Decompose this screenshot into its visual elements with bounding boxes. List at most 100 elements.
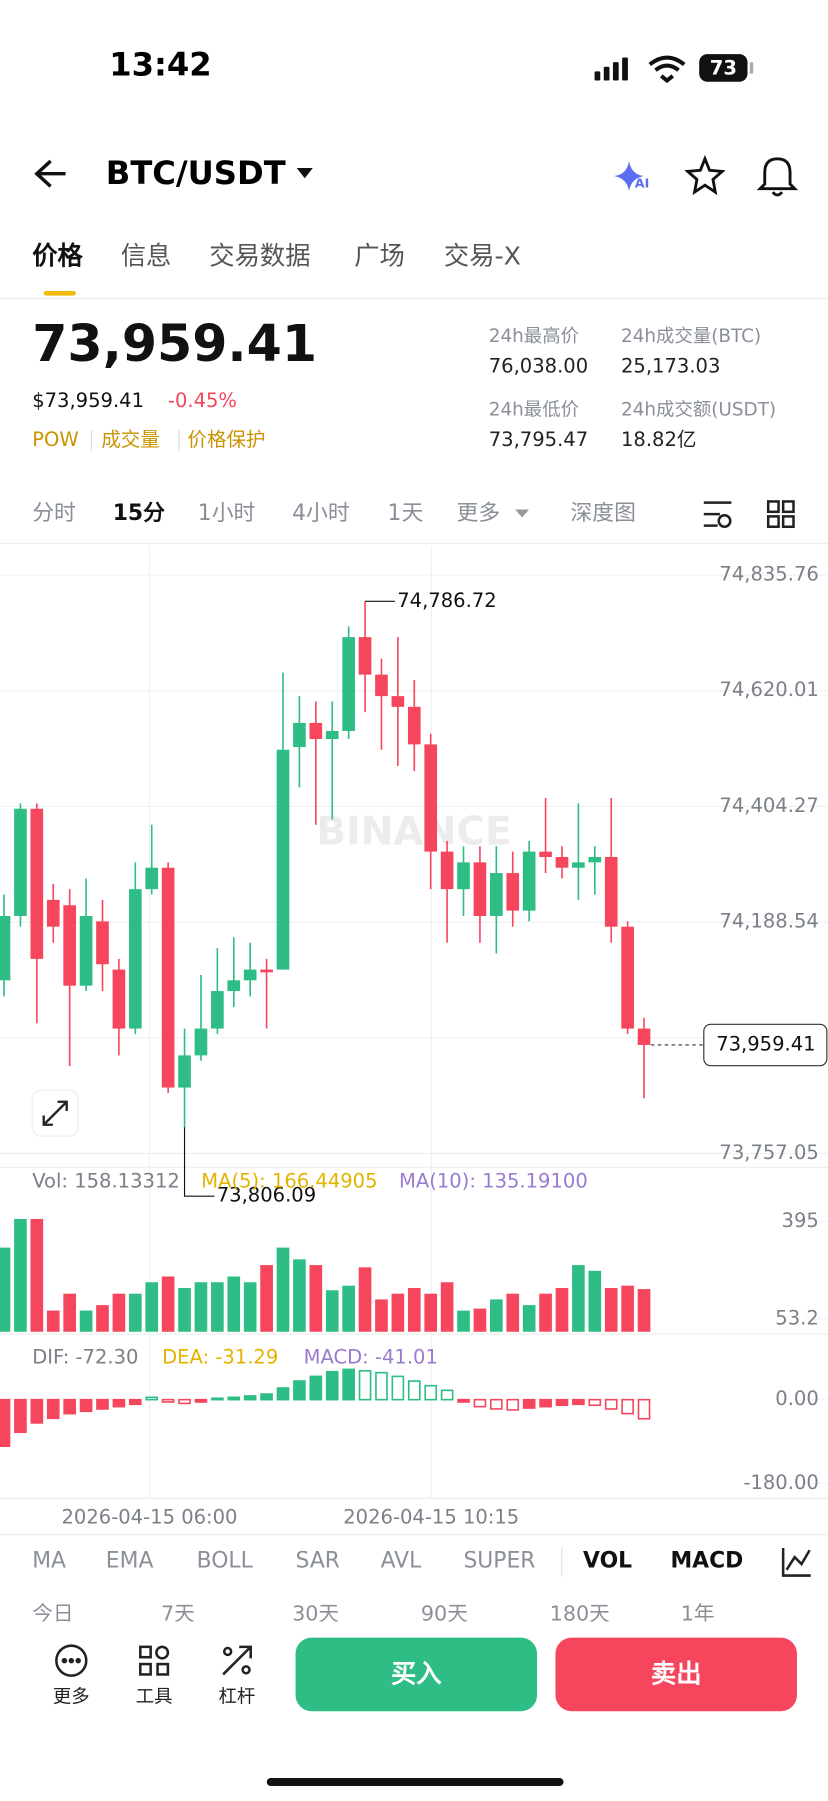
divider	[0, 297, 828, 300]
candle-body	[325, 730, 339, 740]
separator	[178, 430, 180, 451]
battery-level: 73	[710, 57, 737, 80]
range[interactable]: 1年	[681, 1602, 715, 1626]
tag[interactable]: 价格保护	[187, 428, 265, 451]
signal-icon	[594, 57, 628, 81]
ai-icon-label: AI	[635, 176, 650, 191]
tag[interactable]: 成交量	[101, 428, 160, 451]
candle-body	[96, 921, 109, 965]
indicator-settings[interactable]	[781, 1547, 811, 1577]
tab[interactable]: 交易数据	[209, 242, 310, 271]
macd-bar	[276, 1387, 290, 1401]
sell-button[interactable]	[555, 1637, 797, 1712]
indicator[interactable]: MACD	[670, 1549, 743, 1574]
range[interactable]: 7天	[161, 1602, 195, 1626]
interval[interactable]: 深度图	[570, 501, 636, 526]
volume-bar	[30, 1218, 44, 1332]
indicator[interactable]: SAR	[296, 1549, 340, 1574]
tool-label[interactable]: 工具	[136, 1686, 173, 1707]
macd-bar	[14, 1398, 27, 1434]
leverage-icon[interactable]	[222, 1645, 252, 1676]
buy-button[interactable]	[295, 1637, 538, 1712]
volume-bar	[572, 1265, 585, 1332]
candle-body	[457, 862, 470, 890]
y-tick-label: 53.2	[775, 1307, 819, 1330]
indicator[interactable]: SUPER	[463, 1549, 535, 1574]
annotation-label: 73,806.09	[217, 1184, 316, 1207]
indicator[interactable]: BOLL	[197, 1549, 254, 1574]
candle-body	[490, 873, 503, 916]
pair-dropdown[interactable]	[296, 167, 313, 179]
buy-label[interactable]: 买入	[391, 1660, 442, 1689]
interval[interactable]: 15分	[113, 501, 165, 526]
layout-button[interactable]	[766, 500, 795, 529]
interval[interactable]: 4小时	[292, 501, 350, 526]
range[interactable]: 180天	[550, 1602, 610, 1626]
sell-label[interactable]: 卖出	[651, 1660, 702, 1689]
more-icon[interactable]	[55, 1644, 88, 1677]
interval[interactable]: 更多	[457, 501, 501, 526]
volume-bar	[473, 1308, 487, 1332]
volume-bar	[194, 1282, 208, 1332]
macd-bar	[572, 1398, 585, 1406]
macd-bar	[63, 1398, 76, 1415]
volume-bar	[621, 1285, 634, 1332]
chart-settings-button[interactable]	[703, 501, 732, 529]
candle-body	[391, 696, 405, 707]
tab[interactable]: 信息	[121, 242, 172, 271]
tag[interactable]: POW	[32, 428, 78, 451]
y-tick-label: 74,188.54	[719, 910, 818, 933]
tab[interactable]: 广场	[354, 242, 405, 271]
indicator[interactable]: EMA	[106, 1549, 154, 1574]
candle-body	[161, 867, 175, 1088]
macd-bar	[309, 1375, 323, 1401]
volume-bar	[145, 1282, 159, 1332]
range[interactable]: 90天	[421, 1602, 468, 1626]
x-tick-label: 2026-04-15 10:15	[343, 1506, 519, 1529]
interval[interactable]: 1天	[388, 501, 424, 526]
tools-icon[interactable]	[139, 1645, 170, 1676]
volume-bar	[309, 1265, 323, 1332]
indicator[interactable]: AVL	[381, 1549, 422, 1574]
candle-body	[621, 926, 634, 1029]
y-tick-label: -180.00	[743, 1471, 818, 1494]
volume-bar	[407, 1287, 421, 1332]
y-tick-label: 395	[782, 1209, 819, 1232]
volume-bar	[63, 1293, 76, 1332]
macd-bar	[325, 1370, 339, 1401]
pair-title[interactable]: BTC/USDT	[106, 154, 286, 192]
macd-bar	[112, 1398, 126, 1408]
macd-bar	[293, 1380, 306, 1401]
interval[interactable]: 分时	[32, 501, 76, 526]
favorite-button[interactable]	[684, 154, 726, 196]
tab[interactable]: 价格	[32, 242, 83, 271]
candle-body	[30, 808, 44, 959]
y-tick-label: 74,620.01	[719, 678, 818, 701]
range[interactable]: 今日	[32, 1602, 73, 1626]
macd-bar	[490, 1398, 503, 1410]
interval[interactable]: 1小时	[198, 501, 256, 526]
volume-bar	[211, 1282, 224, 1332]
ai-icon[interactable]	[614, 161, 644, 191]
tool-label[interactable]: 杠杆	[219, 1686, 256, 1707]
candle-body	[424, 744, 438, 852]
candle-body	[276, 749, 290, 970]
macd-bar	[211, 1397, 224, 1401]
price-change: -0.45%	[168, 389, 237, 412]
indicator[interactable]: VOL	[583, 1549, 632, 1574]
back-button[interactable]	[34, 159, 66, 188]
volume-bar	[178, 1287, 191, 1332]
indicator[interactable]: MA	[32, 1549, 66, 1574]
alert-button[interactable]	[756, 157, 799, 197]
volume-bar	[342, 1285, 355, 1332]
legend-label: MA(10): 135.19100	[399, 1170, 588, 1193]
divider	[0, 542, 828, 544]
range[interactable]: 30天	[292, 1602, 339, 1626]
legend-label: Vol: 158.13312	[32, 1170, 180, 1193]
macd-bar	[391, 1375, 405, 1401]
tab[interactable]: 交易-X	[444, 242, 521, 271]
candle-body	[555, 856, 569, 868]
tool-label[interactable]: 更多	[53, 1686, 90, 1707]
candle-body	[260, 969, 273, 973]
volume-bar	[161, 1276, 175, 1332]
